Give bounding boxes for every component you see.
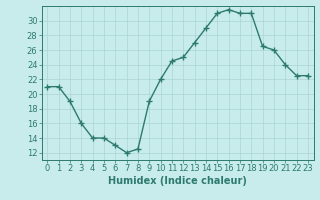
X-axis label: Humidex (Indice chaleur): Humidex (Indice chaleur) — [108, 176, 247, 186]
